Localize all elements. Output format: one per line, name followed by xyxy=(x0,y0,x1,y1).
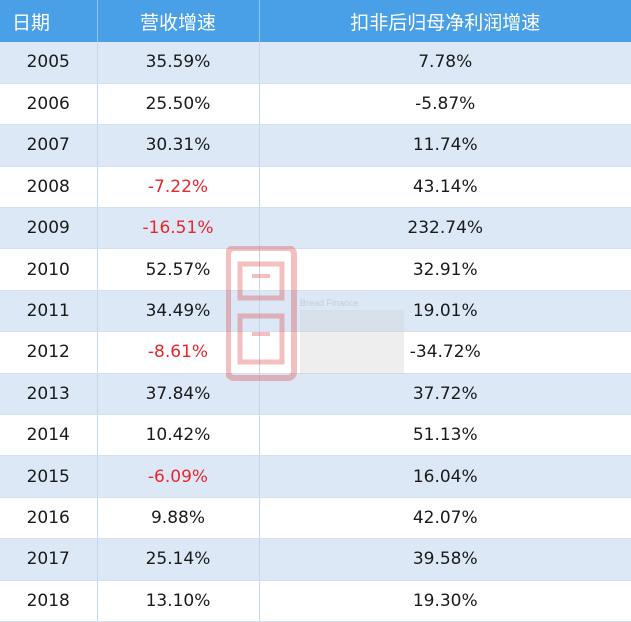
revenue-growth-cell: 35.59% xyxy=(97,42,260,84)
table-row: 2006 25.50% -5.87% xyxy=(0,83,631,126)
year-cell: 2011 xyxy=(0,290,98,333)
table-row: 2005 35.59% 7.78% xyxy=(0,42,631,84)
table-header: 日期 营收增速 扣非后归母净利润增速 xyxy=(0,0,631,42)
table-row: 2010 52.57% 32.91% xyxy=(0,248,631,291)
table-row: 2016 9.88% 42.07% xyxy=(0,497,631,540)
table-row: 2015 -6.09% 16.04% xyxy=(0,455,631,498)
table-row: 2011 34.49% 19.01% xyxy=(0,290,631,333)
table-row: 2018 13.10% 19.30% xyxy=(0,580,631,622)
profit-growth-cell: 37.72% xyxy=(259,373,631,416)
profit-growth-cell: 7.78% xyxy=(259,42,631,84)
revenue-growth-cell: 30.31% xyxy=(97,124,260,167)
revenue-growth-cell: 13.10% xyxy=(97,580,260,622)
revenue-growth-cell: 34.49% xyxy=(97,290,260,333)
table-row: 2013 37.84% 37.72% xyxy=(0,373,631,416)
revenue-growth-cell: 9.88% xyxy=(97,497,260,540)
revenue-growth-cell: 25.14% xyxy=(97,538,260,581)
profit-growth-cell: -5.87% xyxy=(259,83,631,126)
revenue-growth-cell: 10.42% xyxy=(97,414,260,457)
profit-growth-cell: 32.91% xyxy=(259,248,631,291)
header-revenue-growth: 营收增速 xyxy=(97,0,260,42)
year-cell: 2017 xyxy=(0,538,98,581)
profit-growth-cell: -34.72% xyxy=(259,331,631,374)
profit-growth-cell: 19.30% xyxy=(259,580,631,622)
revenue-growth-cell: 37.84% xyxy=(97,373,260,416)
profit-growth-cell: 232.74% xyxy=(259,207,631,250)
table-row: 2012 -8.61% -34.72% xyxy=(0,331,631,374)
profit-growth-cell: 51.13% xyxy=(259,414,631,457)
revenue-growth-cell: 52.57% xyxy=(97,248,260,291)
year-cell: 2006 xyxy=(0,83,98,126)
year-cell: 2018 xyxy=(0,580,98,622)
header-profit-growth: 扣非后归母净利润增速 xyxy=(350,11,541,34)
table-body: 2005 35.59% 7.78% 2006 25.50% -5.87% 2007 30.31… xyxy=(0,42,631,622)
year-cell: 2016 xyxy=(0,497,98,540)
profit-growth-cell: 39.58% xyxy=(259,538,631,581)
revenue-growth-cell: 25.50% xyxy=(97,83,260,126)
profit-growth-cell: 11.74% xyxy=(259,124,631,167)
revenue-growth-cell: -8.61% xyxy=(97,331,260,374)
year-cell: 2009 xyxy=(0,207,98,250)
table-row: 2014 10.42% 51.13% xyxy=(0,414,631,457)
year-cell: 2008 xyxy=(0,166,98,209)
profit-growth-cell: 19.01% xyxy=(259,290,631,333)
year-cell: 2007 xyxy=(0,124,98,167)
table-row: 2009 -16.51% 232.74% xyxy=(0,207,631,250)
profit-growth-cell: 16.04% xyxy=(259,455,631,498)
header-date: 日期 xyxy=(0,0,98,42)
year-cell: 2015 xyxy=(0,455,98,498)
year-cell: 2014 xyxy=(0,414,98,457)
profit-growth-cell: 42.07% xyxy=(259,497,631,540)
year-cell: 2005 xyxy=(0,42,98,84)
table-row: 2008 -7.22% 43.14% xyxy=(0,166,631,209)
year-cell: 2010 xyxy=(0,248,98,291)
header-row: 日期 营收增速 扣非后归母净利润增速 xyxy=(0,0,631,42)
year-cell: 2012 xyxy=(0,331,98,374)
table-row: 2007 30.31% 11.74% xyxy=(0,124,631,167)
revenue-growth-cell: -16.51% xyxy=(97,207,260,250)
table-row: 2017 25.14% 39.58% xyxy=(0,538,631,581)
revenue-growth-cell: -7.22% xyxy=(97,166,260,209)
revenue-growth-cell: -6.09% xyxy=(97,455,260,498)
profit-growth-cell: 43.14% xyxy=(259,166,631,209)
year-cell: 2013 xyxy=(0,373,98,416)
